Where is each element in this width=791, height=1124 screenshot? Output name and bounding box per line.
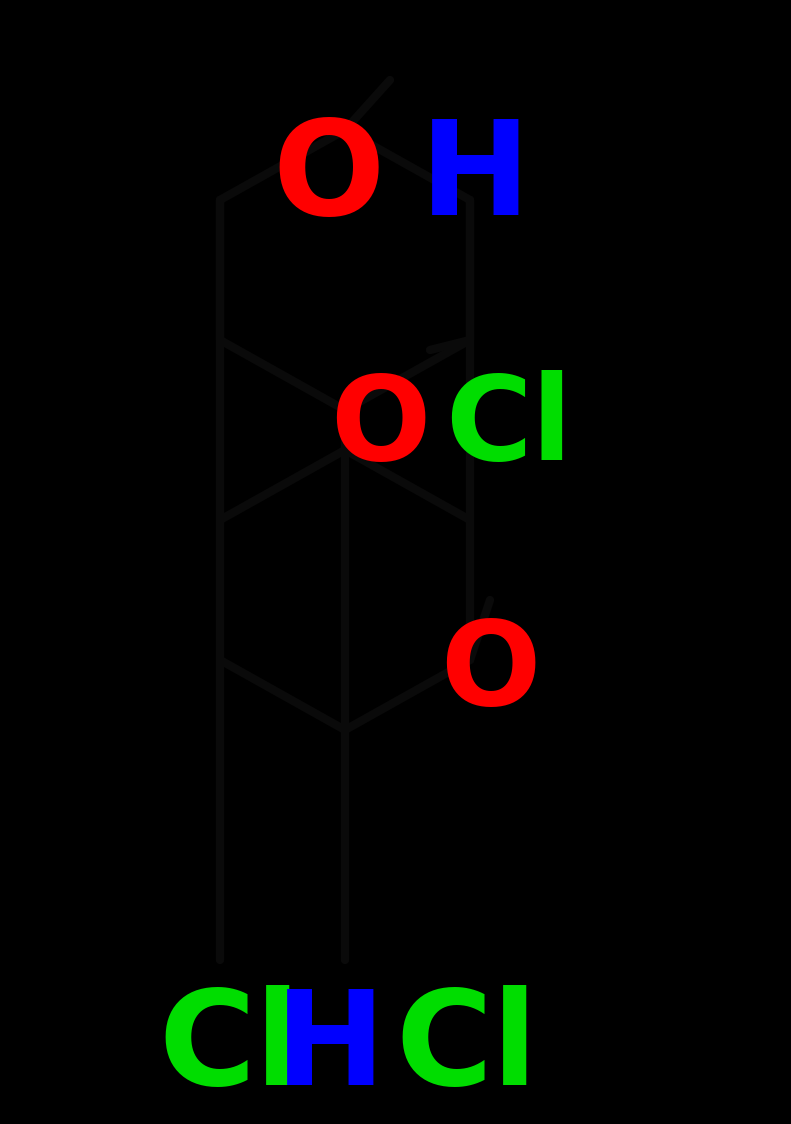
Text: O: O: [273, 115, 385, 242]
Text: O: O: [330, 370, 430, 484]
Text: Cl: Cl: [395, 985, 537, 1112]
Text: Cl: Cl: [159, 985, 301, 1112]
Text: H: H: [274, 985, 385, 1112]
Text: Cl: Cl: [445, 370, 572, 484]
Text: O: O: [440, 615, 540, 729]
Text: H: H: [420, 115, 531, 242]
